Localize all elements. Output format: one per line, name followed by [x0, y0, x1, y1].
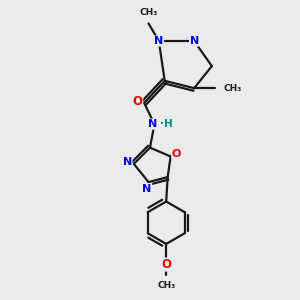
Text: CH₃: CH₃ [157, 281, 175, 290]
Text: N: N [142, 184, 152, 194]
Text: N: N [148, 119, 158, 129]
Text: CH₃: CH₃ [140, 8, 158, 17]
Text: CH₃: CH₃ [224, 84, 242, 93]
Text: N: N [154, 36, 164, 46]
Text: O: O [161, 258, 171, 271]
Text: O: O [172, 148, 181, 158]
Text: ·H: ·H [160, 119, 173, 129]
Text: N: N [190, 36, 199, 46]
Text: O: O [133, 95, 142, 108]
Text: N: N [123, 158, 132, 167]
